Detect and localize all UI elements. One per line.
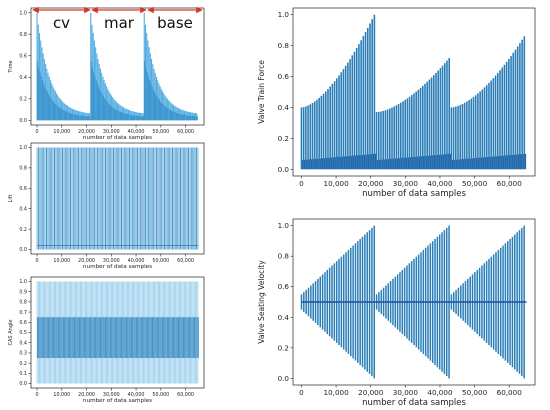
y-tick-label: 0.2 <box>19 96 27 102</box>
x-tick-label: 50,000 <box>152 392 169 398</box>
x-axis-label: number of data samples <box>83 264 152 270</box>
y-tick-label: 1.0 <box>19 10 27 16</box>
y-tick-label: 0.0 <box>19 118 27 124</box>
x-tick-label: 50,000 <box>152 258 169 264</box>
valve-seating-velocity-bars <box>300 225 527 379</box>
y-tick-label: 0.0 <box>278 165 290 174</box>
valve-seating-velocity-chart: 0 10,000 20,000 30,000 40,000 50,000 60,000 0.0… <box>257 218 536 408</box>
x-axis-label: number of data samples <box>362 189 466 199</box>
y-tick-label: 1.0 <box>19 145 27 151</box>
x-tick-label: 60,000 <box>177 129 194 135</box>
x-tick-label: 40,000 <box>128 392 145 398</box>
y-tick-label: 0.4 <box>278 313 290 322</box>
y-tick-label: 1.0 <box>19 279 27 285</box>
x-tick-label: 20,000 <box>78 258 95 264</box>
valve-train-force-bars <box>300 14 527 170</box>
y-tick-label: 0.8 <box>19 166 27 172</box>
x-tick-label: 40,000 <box>427 388 453 397</box>
time-chart: 0 10,000 20,000 30,000 40,000 50,000 60,000 0.0… <box>8 7 205 141</box>
x-tick-label: 10,000 <box>53 129 70 135</box>
x-axis-label: number of data samples <box>83 398 152 404</box>
y-tick-label: 0.3 <box>19 351 27 357</box>
x-tick-label: 40,000 <box>128 258 145 264</box>
x-tick-label: 40,000 <box>128 129 145 135</box>
y-tick-label: 0.0 <box>19 247 27 253</box>
x-tick-label: 20,000 <box>358 179 384 188</box>
y-tick-label: 0.4 <box>278 103 290 112</box>
x-tick-label: 0 <box>36 392 39 398</box>
x-tick-label: 60,000 <box>497 388 523 397</box>
x-tick-label: 60,000 <box>177 392 194 398</box>
y-tick-label: 0.2 <box>278 343 289 352</box>
y-tick-label: 0.2 <box>19 361 27 367</box>
x-tick-label: 30,000 <box>103 392 120 398</box>
lift-bars <box>36 147 199 250</box>
x-tick-label: 10,000 <box>53 258 70 264</box>
y-tick-label: 1.0 <box>278 221 290 230</box>
x-axis-label: number of data samples <box>83 135 152 141</box>
cycle-annotations: cv mar base <box>32 6 203 32</box>
lift-chart: 0 10,000 20,000 30,000 40,000 50,000 60,000 0.0… <box>8 142 205 270</box>
x-tick-label: 20,000 <box>358 388 384 397</box>
x-tick-label: 60,000 <box>177 258 194 264</box>
x-tick-label: 0 <box>36 129 39 135</box>
x-tick-label: 10,000 <box>324 179 350 188</box>
y-tick-label: 1.0 <box>278 10 290 19</box>
valve-train-force-chart: 0 10,000 20,000 30,000 40,000 50,000 60,000 0.0… <box>257 7 536 199</box>
y-axis-label: Valve Seating Velocity <box>257 260 266 344</box>
y-axis-label: Time <box>8 60 14 73</box>
mar-label: mar <box>104 14 135 32</box>
x-tick-label: 30,000 <box>103 258 120 264</box>
y-tick-label: 0.4 <box>19 206 27 212</box>
y-tick-label: 0.4 <box>19 75 27 81</box>
y-tick-label: 0.6 <box>278 72 290 81</box>
time-bars <box>36 12 198 121</box>
y-tick-label: 0.6 <box>278 282 290 291</box>
y-tick-label: 0.0 <box>19 381 27 387</box>
x-tick-label: 10,000 <box>324 388 350 397</box>
x-axis-label: number of data samples <box>362 398 466 408</box>
x-tick-label: 10,000 <box>53 392 70 398</box>
y-tick-label: 0.5 <box>19 330 27 336</box>
x-tick-label: 60,000 <box>497 179 523 188</box>
y-tick-label: 0.8 <box>278 41 290 50</box>
y-tick-label: 0.7 <box>19 310 27 316</box>
x-tick-label: 30,000 <box>103 129 120 135</box>
cam-angle-chart: 0 10,000 20,000 30,000 40,000 50,000 60,000 0.0… <box>8 276 205 404</box>
x-tick-label: 40,000 <box>427 179 453 188</box>
x-tick-label: 30,000 <box>393 179 419 188</box>
cv-label: cv <box>53 14 70 32</box>
x-tick-label: 50,000 <box>152 129 169 135</box>
x-tick-label: 0 <box>299 179 304 188</box>
y-tick-label: 0.0 <box>278 374 290 383</box>
y-tick-label: 0.6 <box>19 53 27 59</box>
y-tick-label: 0.9 <box>19 289 27 295</box>
x-tick-label: 20,000 <box>78 129 95 135</box>
y-axis-label: Lift <box>8 195 14 203</box>
y-tick-label: 0.1 <box>19 371 27 377</box>
y-tick-label: 0.8 <box>19 32 27 38</box>
y-tick-label: 0.8 <box>278 252 290 261</box>
y-tick-label: 0.6 <box>19 186 27 192</box>
cam-angle-bars <box>36 281 199 384</box>
base-label: base <box>157 14 193 32</box>
x-tick-label: 0 <box>36 258 39 264</box>
x-tick-label: 0 <box>299 388 304 397</box>
x-tick-label: 50,000 <box>462 179 488 188</box>
x-tick-label: 20,000 <box>78 392 95 398</box>
x-tick-label: 50,000 <box>462 388 488 397</box>
y-axis-label: CAS Angle <box>8 319 14 345</box>
y-tick-label: 0.8 <box>19 300 27 306</box>
y-tick-label: 0.6 <box>19 320 27 326</box>
y-tick-label: 0.4 <box>19 340 27 346</box>
y-axis-label: Valve Train Force <box>257 60 266 124</box>
y-tick-label: 0.2 <box>19 227 27 233</box>
x-tick-label: 30,000 <box>393 388 419 397</box>
y-tick-label: 0.2 <box>278 134 289 143</box>
